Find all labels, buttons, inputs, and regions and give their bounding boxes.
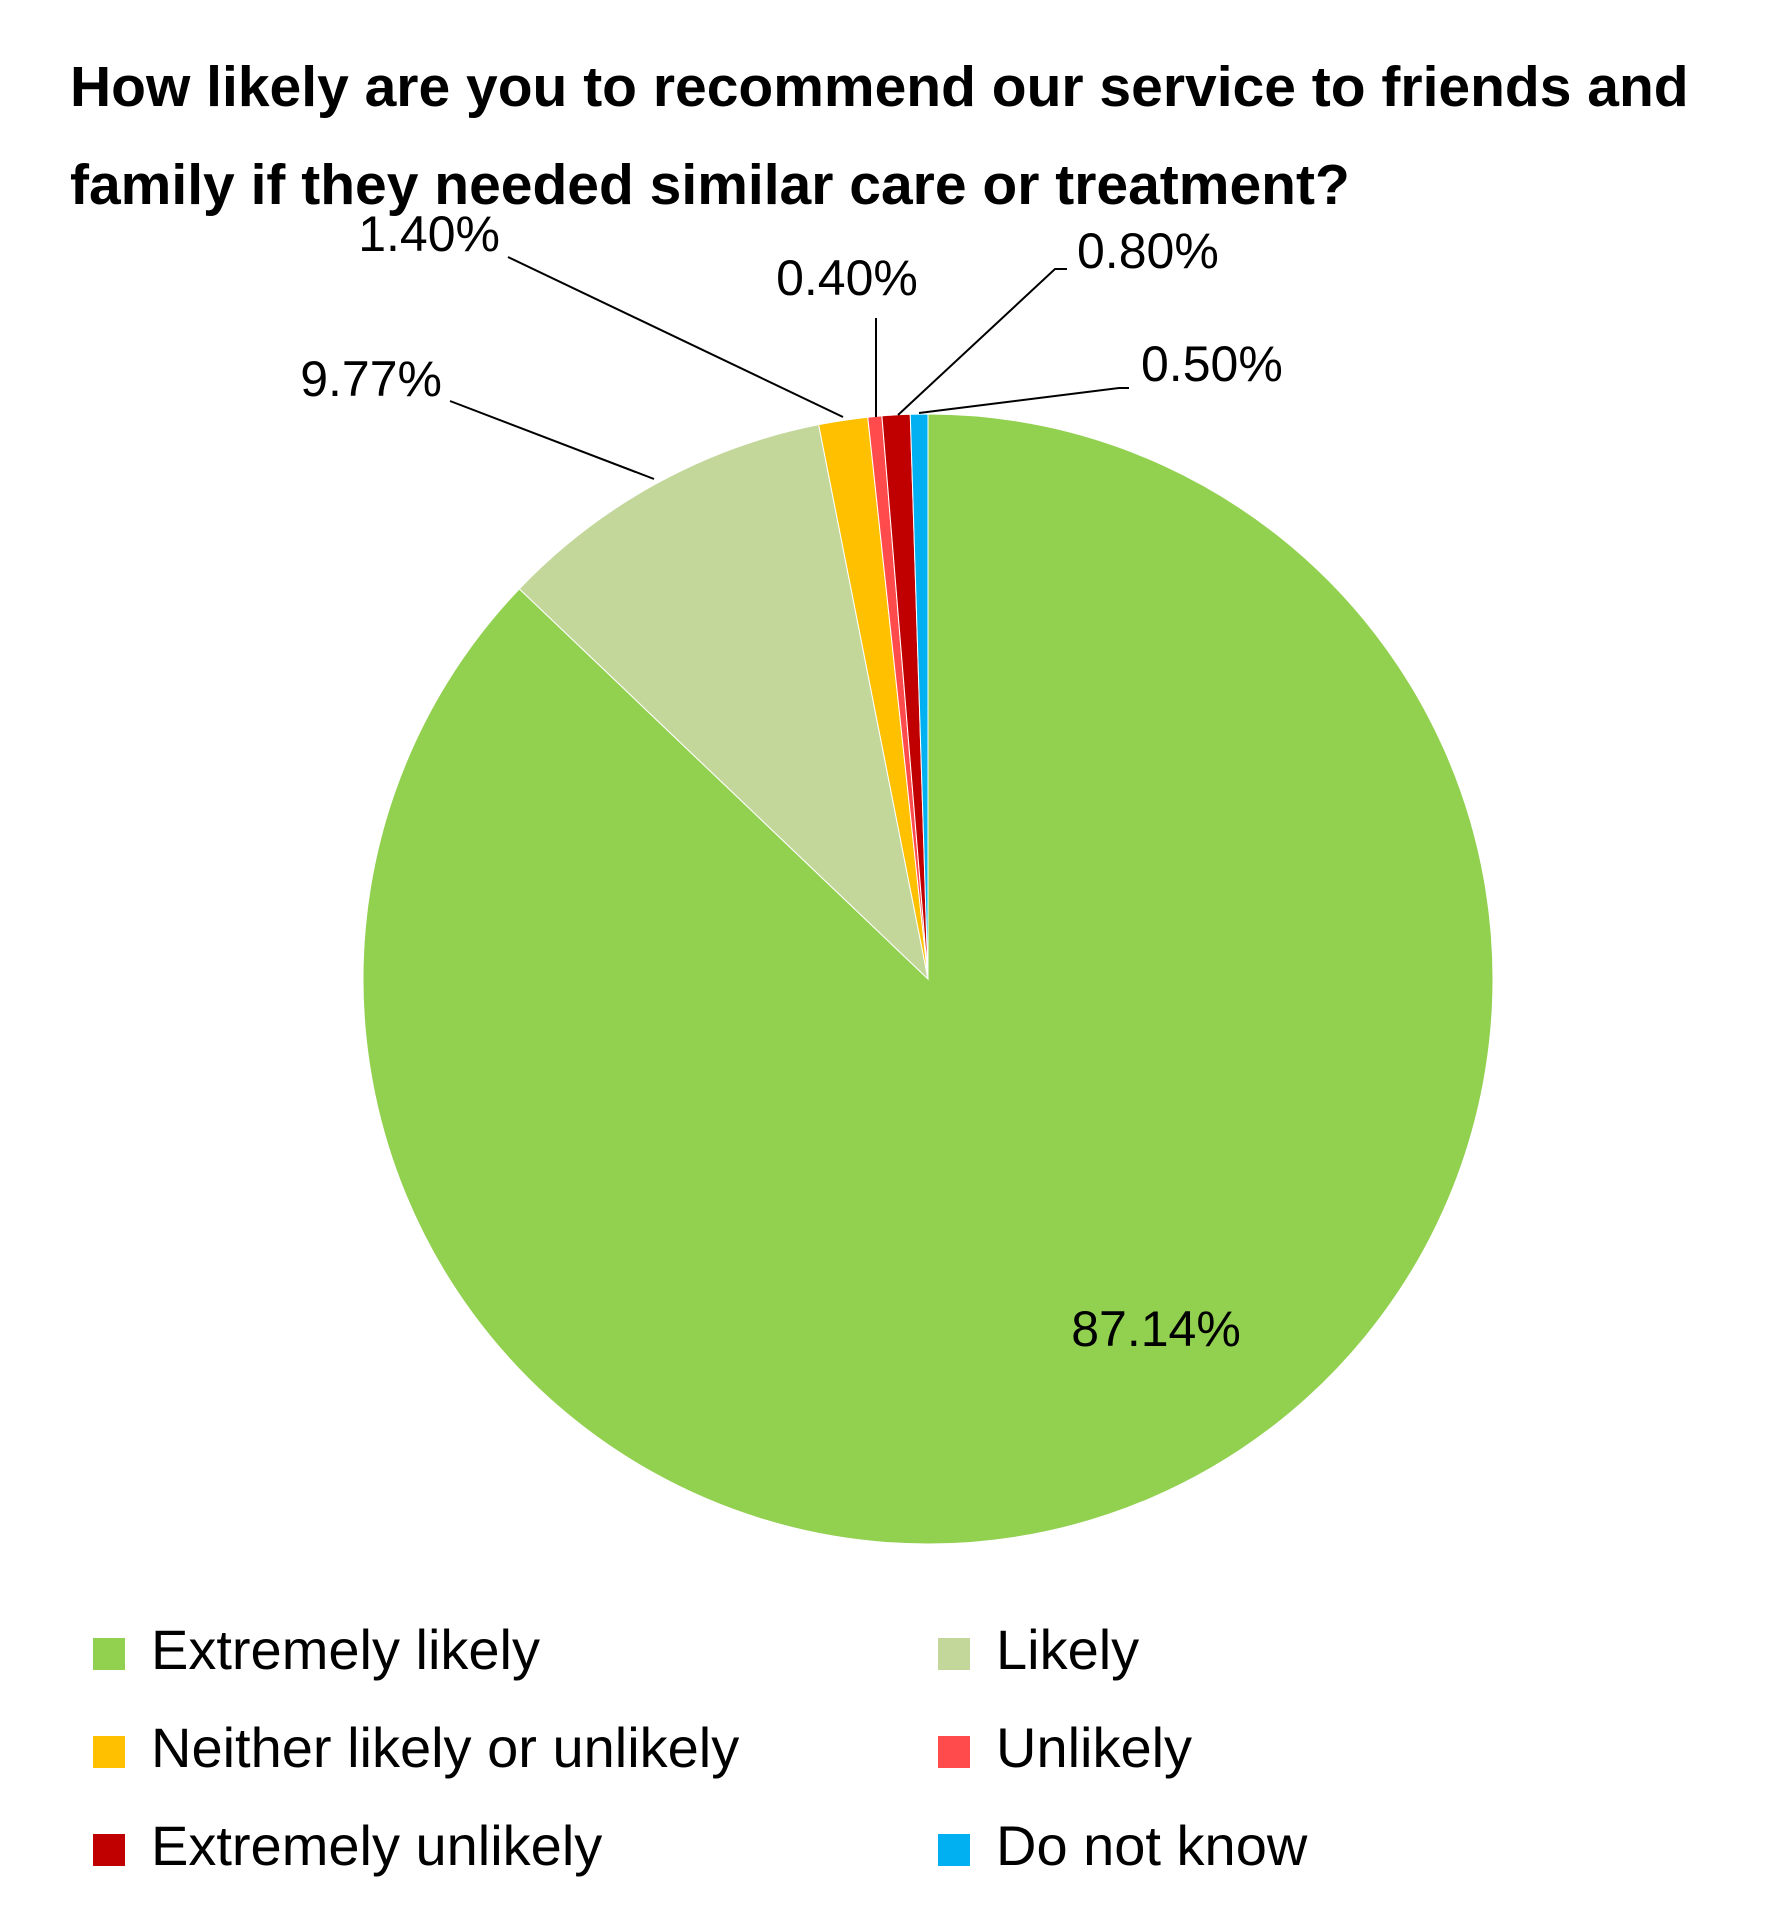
data-label: 0.40% xyxy=(776,250,918,306)
data-label: 0.80% xyxy=(1077,223,1219,279)
legend-swatch xyxy=(93,1638,125,1670)
leader-line xyxy=(507,256,844,418)
chart-title: How likely are you to recommend our serv… xyxy=(70,55,1689,217)
data-label: 1.40% xyxy=(358,206,500,262)
legend-swatch xyxy=(938,1736,970,1768)
leader-line xyxy=(449,400,655,480)
legend-swatch xyxy=(93,1834,125,1866)
legend-label: Likely xyxy=(996,1618,1139,1681)
pie-slice xyxy=(518,424,929,981)
data-label: 9.77% xyxy=(300,351,442,407)
data-label: 0.50% xyxy=(1141,336,1283,392)
legend-swatch xyxy=(938,1834,970,1866)
legend-label: Unlikely xyxy=(996,1716,1192,1779)
legend-label: Extremely likely xyxy=(151,1618,540,1681)
legend-label: Extremely unlikely xyxy=(151,1814,602,1877)
data-label: 87.14% xyxy=(1071,1301,1241,1357)
leader-line xyxy=(918,387,1129,414)
legend-label: Do not know xyxy=(996,1814,1308,1877)
legend-swatch xyxy=(938,1638,970,1670)
legend-label: Neither likely or unlikely xyxy=(151,1716,739,1779)
leader-line xyxy=(897,268,1067,416)
legend-swatch xyxy=(93,1736,125,1768)
pie-slice xyxy=(909,413,929,980)
